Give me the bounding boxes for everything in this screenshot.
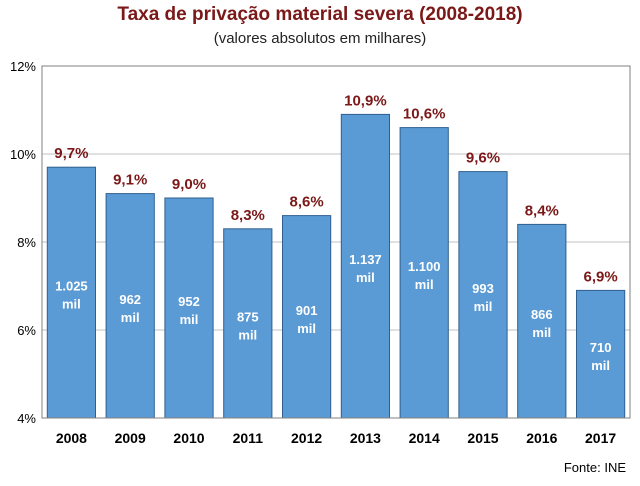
data-label: 9,7% [54,145,88,162]
data-label: 9,6% [466,150,500,167]
x-tick-label: 2012 [291,430,322,446]
bar-inner-value: 901 [296,303,318,318]
bar [281,215,332,419]
data-label: 8,4% [525,202,559,219]
labels: 4% 6% 8% 10% 12% 9,7% 1.025 mil 2008 9,1% 962 mil 20… [10,59,618,446]
bar-inner-unit: mil [415,277,434,292]
bar-inner-unit: mil [121,310,140,325]
axes [41,65,631,419]
data-label: 9,0% [172,176,206,193]
bar [105,193,155,419]
bar [517,223,567,419]
plot-frame [41,65,631,419]
data-label: 8,3% [231,207,265,224]
data-label: 10,9% [344,92,387,109]
x-tick-label: 2011 [233,430,264,446]
bar-inner-unit: mil [297,321,316,336]
data-label: 10,6% [403,106,446,123]
bar-inner-unit: mil [62,297,81,312]
bar-inner-unit: mil [474,299,493,314]
bars [46,113,626,419]
chart-title: Taxa de privação material severa (2008-2… [117,4,523,25]
data-label: 6,9% [583,268,617,285]
bar-inner-value: 866 [531,307,553,322]
bar [340,113,391,419]
x-tick-label: 2015 [467,430,498,446]
bar [458,171,508,419]
y-tick-label: 10% [10,147,36,162]
x-tick-label: 2017 [585,430,616,446]
bar-inner-unit: mil [356,270,375,285]
x-tick-label: 2013 [350,430,381,446]
bar-inner-unit: mil [532,325,551,340]
y-tick-label: 4% [17,411,36,426]
bar-inner-unit: mil [238,327,257,342]
data-label: 9,1% [113,172,147,189]
bar [164,197,214,419]
bar-inner-unit: mil [180,312,199,327]
bar-inner-value: 1.025 [55,279,88,294]
chart-subtitle: (valores absolutos em milhares) [213,30,427,47]
y-tick-label: 12% [10,59,36,74]
bar-inner-unit: mil [591,358,610,373]
bar-inner-value: 993 [472,281,494,296]
bar-inner-value: 952 [178,294,200,309]
x-tick-label: 2016 [526,430,557,446]
x-tick-label: 2008 [56,430,87,446]
bar [575,289,626,419]
x-tick-label: 2010 [173,430,204,446]
x-tick-label: 2009 [115,430,146,446]
data-label: 8,6% [289,194,323,211]
source-note: Fonte: INE [563,460,626,475]
bar-inner-value: 1.137 [349,252,382,267]
bar-inner-value: 962 [119,292,141,307]
bar-inner-value: 710 [590,340,612,355]
bar-inner-value: 1.100 [408,259,441,274]
y-tick-label: 8% [17,235,36,250]
x-tick-label: 2014 [409,430,440,446]
bar [223,228,273,419]
bar-inner-value: 875 [237,309,259,324]
y-tick-label: 6% [17,323,36,338]
bar [399,127,449,419]
